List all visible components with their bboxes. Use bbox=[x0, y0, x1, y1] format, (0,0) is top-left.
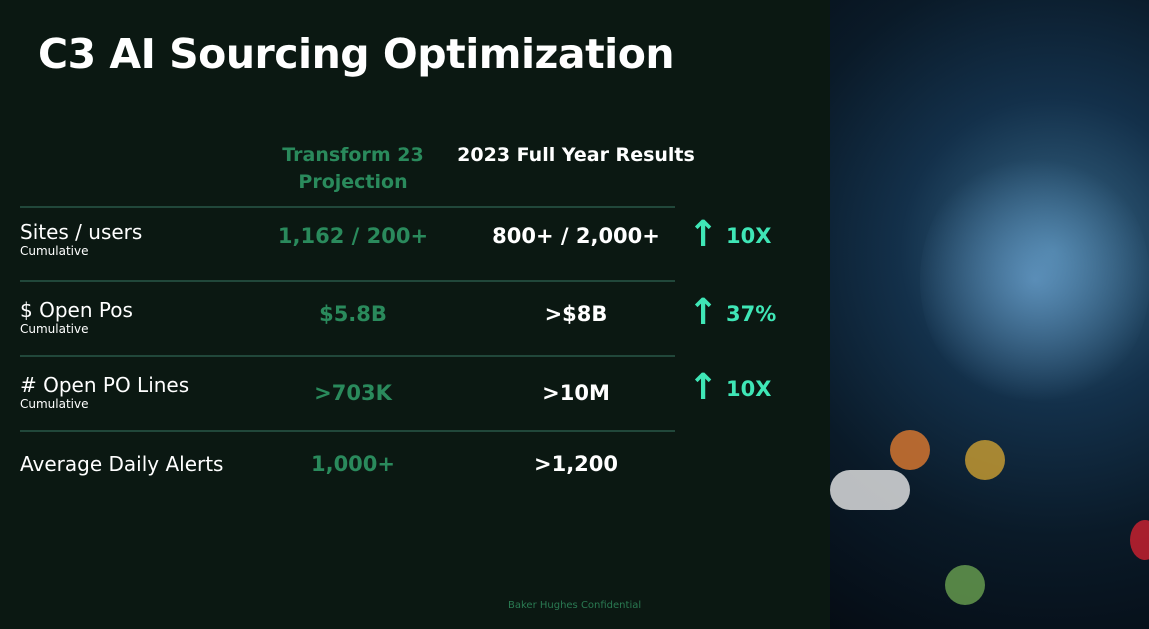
table-row: Average Daily Alerts 1,000+ >1,200 bbox=[0, 452, 830, 512]
slide: C3 AI Sourcing Optimization Transform 23… bbox=[0, 30, 830, 611]
column-header-results: 2023 Full Year Results bbox=[457, 144, 695, 166]
row-label: Average Daily Alerts bbox=[20, 452, 224, 476]
row-label: # Open PO Lines bbox=[20, 373, 190, 397]
results-value: >$8B bbox=[544, 302, 608, 326]
gain-value: 10X bbox=[726, 377, 772, 401]
arrow-up-icon: ↑ bbox=[688, 367, 719, 408]
row-sublabel: Cumulative bbox=[20, 322, 89, 336]
divider bbox=[20, 280, 675, 282]
results-value: 800+ / 2,000+ bbox=[492, 224, 660, 248]
divider bbox=[20, 206, 675, 208]
gain-value: 10X bbox=[726, 224, 772, 248]
table-row: $ Open Pos Cumulative $5.8B >$8B ↑ 37% bbox=[0, 292, 830, 358]
results-value: >1,200 bbox=[533, 452, 619, 476]
row-label: $ Open Pos bbox=[20, 298, 133, 322]
divider bbox=[20, 430, 675, 432]
gain-value: 37% bbox=[726, 302, 777, 326]
row-sublabel: Cumulative bbox=[20, 397, 89, 411]
column-header-projection: Transform 23 Projection bbox=[282, 144, 424, 193]
results-value: >10M bbox=[542, 381, 610, 405]
row-sublabel: Cumulative bbox=[20, 244, 89, 258]
table-row: Sites / users Cumulative 1,162 / 200+ 80… bbox=[0, 214, 830, 280]
slide-title: C3 AI Sourcing Optimization bbox=[38, 30, 675, 78]
decorative-photo bbox=[830, 0, 1149, 629]
table-row: # Open PO Lines Cumulative >703K >10M ↑ … bbox=[0, 367, 830, 433]
projection-value: $5.8B bbox=[319, 302, 387, 326]
row-label: Sites / users bbox=[20, 220, 143, 244]
projection-value: 1,000+ bbox=[310, 452, 396, 476]
footer-confidential: Baker Hughes Confidential bbox=[508, 600, 642, 611]
arrow-up-icon: ↑ bbox=[688, 214, 719, 255]
arrow-up-icon: ↑ bbox=[688, 292, 719, 333]
divider bbox=[20, 355, 675, 357]
projection-value: 1,162 / 200+ bbox=[277, 224, 429, 248]
projection-value: >703K bbox=[314, 381, 392, 405]
